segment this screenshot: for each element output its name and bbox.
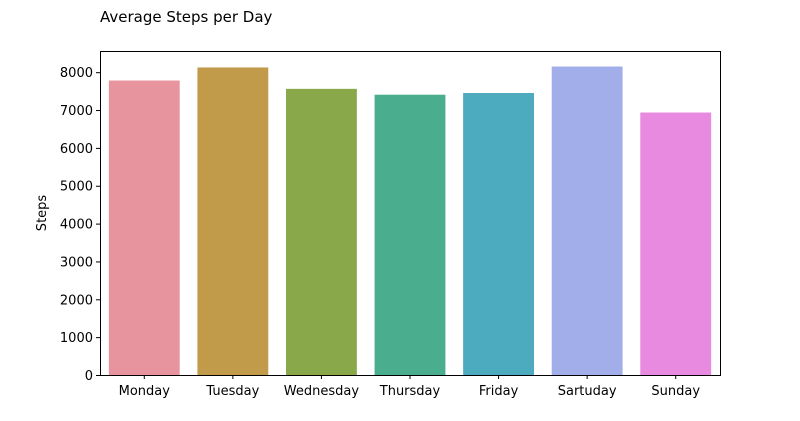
x-tick-label: Friday bbox=[479, 384, 519, 399]
y-tick-label: 6000 bbox=[60, 142, 93, 157]
bar-wednesday bbox=[286, 88, 357, 375]
y-tick-label: 0 bbox=[85, 369, 93, 384]
y-axis-ticks: 0 1000 2000 3000 4000 5000 6000 7000 8000 bbox=[60, 66, 100, 384]
y-tick-label: 8000 bbox=[60, 66, 93, 81]
bar-monday bbox=[108, 80, 180, 375]
x-tick-label: Sunday bbox=[651, 384, 700, 399]
x-tick-label: Monday bbox=[119, 384, 171, 399]
y-tick-label: 1000 bbox=[60, 331, 93, 346]
y-axis-label: Steps bbox=[35, 195, 50, 232]
bar-tuesday bbox=[197, 67, 269, 375]
chart-title: Average Steps per Day bbox=[100, 8, 273, 26]
x-tick-label: Thursday bbox=[379, 384, 441, 399]
bar-thursday bbox=[374, 94, 446, 376]
x-tick-label: Sartuday bbox=[558, 384, 617, 399]
x-axis-ticks: Monday Tuesday Wednesday Thursday Friday Sart… bbox=[119, 375, 700, 399]
x-tick-label: Wednesday bbox=[284, 384, 360, 399]
y-tick-label: 7000 bbox=[60, 104, 93, 119]
y-tick-label: 2000 bbox=[60, 293, 93, 308]
plot-frame bbox=[100, 51, 721, 376]
y-tick-label: 3000 bbox=[60, 255, 93, 270]
y-tick-label: 5000 bbox=[60, 180, 93, 195]
bar-sartuday bbox=[551, 66, 623, 376]
bars-group bbox=[108, 66, 712, 376]
bar-friday bbox=[463, 93, 534, 376]
y-tick-label: 4000 bbox=[60, 218, 93, 233]
bar-sunday bbox=[640, 112, 712, 375]
x-tick-label: Tuesday bbox=[205, 384, 259, 399]
